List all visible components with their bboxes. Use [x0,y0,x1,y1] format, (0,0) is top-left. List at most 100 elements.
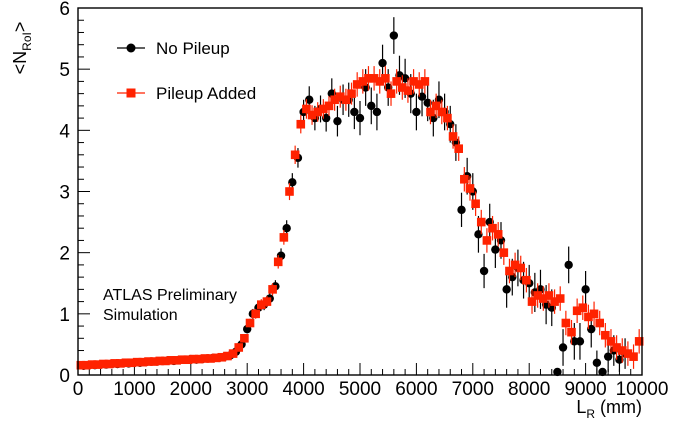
data-point [581,285,590,294]
data-point [305,95,314,104]
data-point [251,309,260,319]
data-point [603,352,613,361]
data-point [553,367,562,377]
data-point [307,110,317,120]
data-point [82,360,91,370]
data-point [578,303,588,313]
data-point [389,31,399,40]
data-point [584,312,593,322]
data-point [321,113,331,123]
data-point [426,107,435,117]
data-point [378,58,387,68]
data-point [206,354,215,363]
data-point [104,359,114,369]
data-point [465,184,475,193]
data-point [601,330,610,340]
data-point [443,113,452,123]
x-axis-title-main: L [576,397,586,417]
data-point [240,334,249,343]
data-point [296,119,306,129]
data-point [211,353,221,363]
data-point [282,224,291,233]
data-point [482,236,492,245]
x-axis-title-sub: R [586,407,595,421]
data-point [555,294,565,303]
y-axis-title: <NRoI> [10,22,34,75]
data-point [592,358,602,367]
data-point [381,74,390,83]
legend-marker-no-pileup [126,43,136,53]
data-point [589,309,599,319]
data-point [183,355,193,365]
annotation-atlas: ATLAS Preliminary [103,287,237,304]
data-point [558,343,568,352]
data-point [612,343,621,352]
plot-frame [77,7,643,376]
data-point [138,357,148,367]
data-point [350,107,359,117]
data-point [367,101,376,111]
data-point [144,357,153,366]
data-point [335,92,345,101]
data-point [403,86,413,95]
data-point [155,356,165,366]
data-point [420,77,430,86]
legend: No Pileup Pileup Added [117,39,256,103]
data-point [595,318,604,328]
data-point [409,77,418,86]
data-point [223,351,232,361]
data-point [550,297,559,306]
data-point [474,230,483,239]
data-point [539,294,548,303]
data-point [324,101,334,111]
data-point [228,349,238,358]
data-point [369,74,379,83]
x-tick-label: 9000 [564,379,606,400]
data-point [561,318,571,328]
data-point [606,337,616,346]
x-tick-label: 0 [73,379,84,400]
x-tick-label: 4000 [282,379,324,400]
x-tick-label: 3000 [226,379,268,400]
y-axis-title-post: > [10,22,30,33]
data-point [400,74,410,83]
data-point [189,354,198,364]
x-axis-title-unit: (mm) [595,397,642,417]
data-point [414,80,424,89]
data-point [522,275,531,285]
legend-label-no-pileup: No Pileup [156,39,230,58]
data-point [279,233,289,242]
data-point [121,358,131,368]
x-tick-label: 1000 [113,379,155,400]
y-tick-label: 6 [59,0,70,20]
data-point [617,346,627,355]
data-point [437,107,447,117]
data-point [564,260,573,270]
data-point [629,352,638,361]
data-point [386,89,396,98]
data-point [634,337,644,346]
data-point [364,74,373,83]
x-tick-label: 2000 [170,379,212,400]
legend-label-pileup-added: Pileup Added [156,84,256,103]
data-point [460,174,469,184]
data-point [99,359,108,369]
data-point [355,113,365,123]
x-tick-label: 6000 [395,379,437,400]
data-point [257,300,266,309]
data-point [347,89,356,98]
data-point [178,355,187,365]
data-point [505,266,514,276]
legend-item-no-pileup: No Pileup [117,39,230,58]
legend-item-pileup-added: Pileup Added [117,84,256,103]
data-point [149,357,159,366]
annotation-simulation: Simulation [103,307,178,324]
y-axis-title-sub: RoI [20,32,34,51]
data-point [372,107,382,117]
data-point [623,349,633,358]
data-point [533,291,542,300]
data-point [392,77,401,86]
data-point [273,257,283,267]
data-point [172,356,181,365]
data-point [567,327,576,337]
